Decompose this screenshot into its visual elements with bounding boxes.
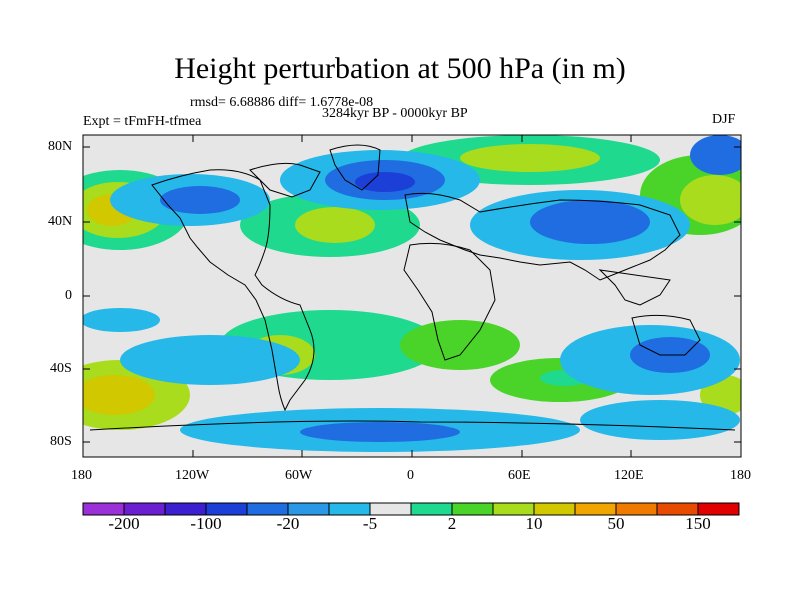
axis-ticks <box>83 135 741 457</box>
colorbar-label-2: -100 <box>190 514 222 533</box>
anomaly-s-africa <box>400 320 520 370</box>
lon-tick-60e: 60E <box>508 468 531 483</box>
colorbar-label-4: -5 <box>362 514 378 533</box>
colorbar-label-5: 2 <box>447 514 457 533</box>
colorbar-label-3: -20 <box>276 514 300 533</box>
lat-tick-80n: 80N <box>48 139 73 154</box>
coastlines <box>89 144 736 431</box>
anomaly-nw-pacific-core <box>680 175 741 225</box>
lat-tick-40n: 40N <box>48 214 73 229</box>
lon-tick-180-east: 180 <box>730 468 751 483</box>
lat-tick-40s: 40S <box>50 361 72 376</box>
anomaly-arctic-europe-core <box>460 144 600 172</box>
lon-tick-0: 0 <box>407 468 414 483</box>
colorbar-swatch-10 <box>451 502 494 516</box>
season-label: DJF <box>712 112 736 127</box>
anomaly-n-canada-core <box>355 172 415 192</box>
colorbar-label-8: 150 <box>685 514 711 533</box>
anomaly-siberia-mid <box>530 200 650 244</box>
lon-tick-120e: 120E <box>614 468 644 483</box>
colorbar <box>82 502 740 516</box>
time-period-label: 3284kyr BP - 0000kyr BP <box>322 106 468 121</box>
anomaly-pole-east <box>690 135 741 175</box>
anomaly-s-pacific-neg <box>120 335 300 385</box>
lon-tick-120w: 120W <box>175 468 210 483</box>
experiment-label: Expt = tFmFH-tfmea <box>83 114 202 129</box>
colorbar-label-7: 50 <box>607 514 625 533</box>
anomaly-tropical-pacific <box>83 308 160 332</box>
colorbar-label-6: 10 <box>525 514 543 533</box>
rmsd-diff-stats: rmsd= 6.68886 diff= 1.6778e-08 <box>190 95 374 110</box>
plot-title: Height perturbation at 500 hPa (in m) <box>174 52 626 85</box>
colorbar-label-1: -200 <box>108 514 140 533</box>
anomaly-s-ocean-neg-core <box>300 422 460 442</box>
lat-tick-0: 0 <box>65 288 72 303</box>
colorbar-swatch-9 <box>410 502 453 516</box>
lon-tick-180-west: 180 <box>71 468 92 483</box>
colorbar-swatch-16 <box>697 502 740 516</box>
anomaly-s-pacific-core <box>83 375 155 415</box>
lon-tick-60w: 60W <box>285 468 313 483</box>
anomaly-s-ocean-east <box>580 400 740 440</box>
anomaly-n-atlantic-core <box>295 207 375 243</box>
anomaly-n-pacific-core <box>160 186 240 214</box>
lat-tick-80s: 80S <box>50 434 72 449</box>
